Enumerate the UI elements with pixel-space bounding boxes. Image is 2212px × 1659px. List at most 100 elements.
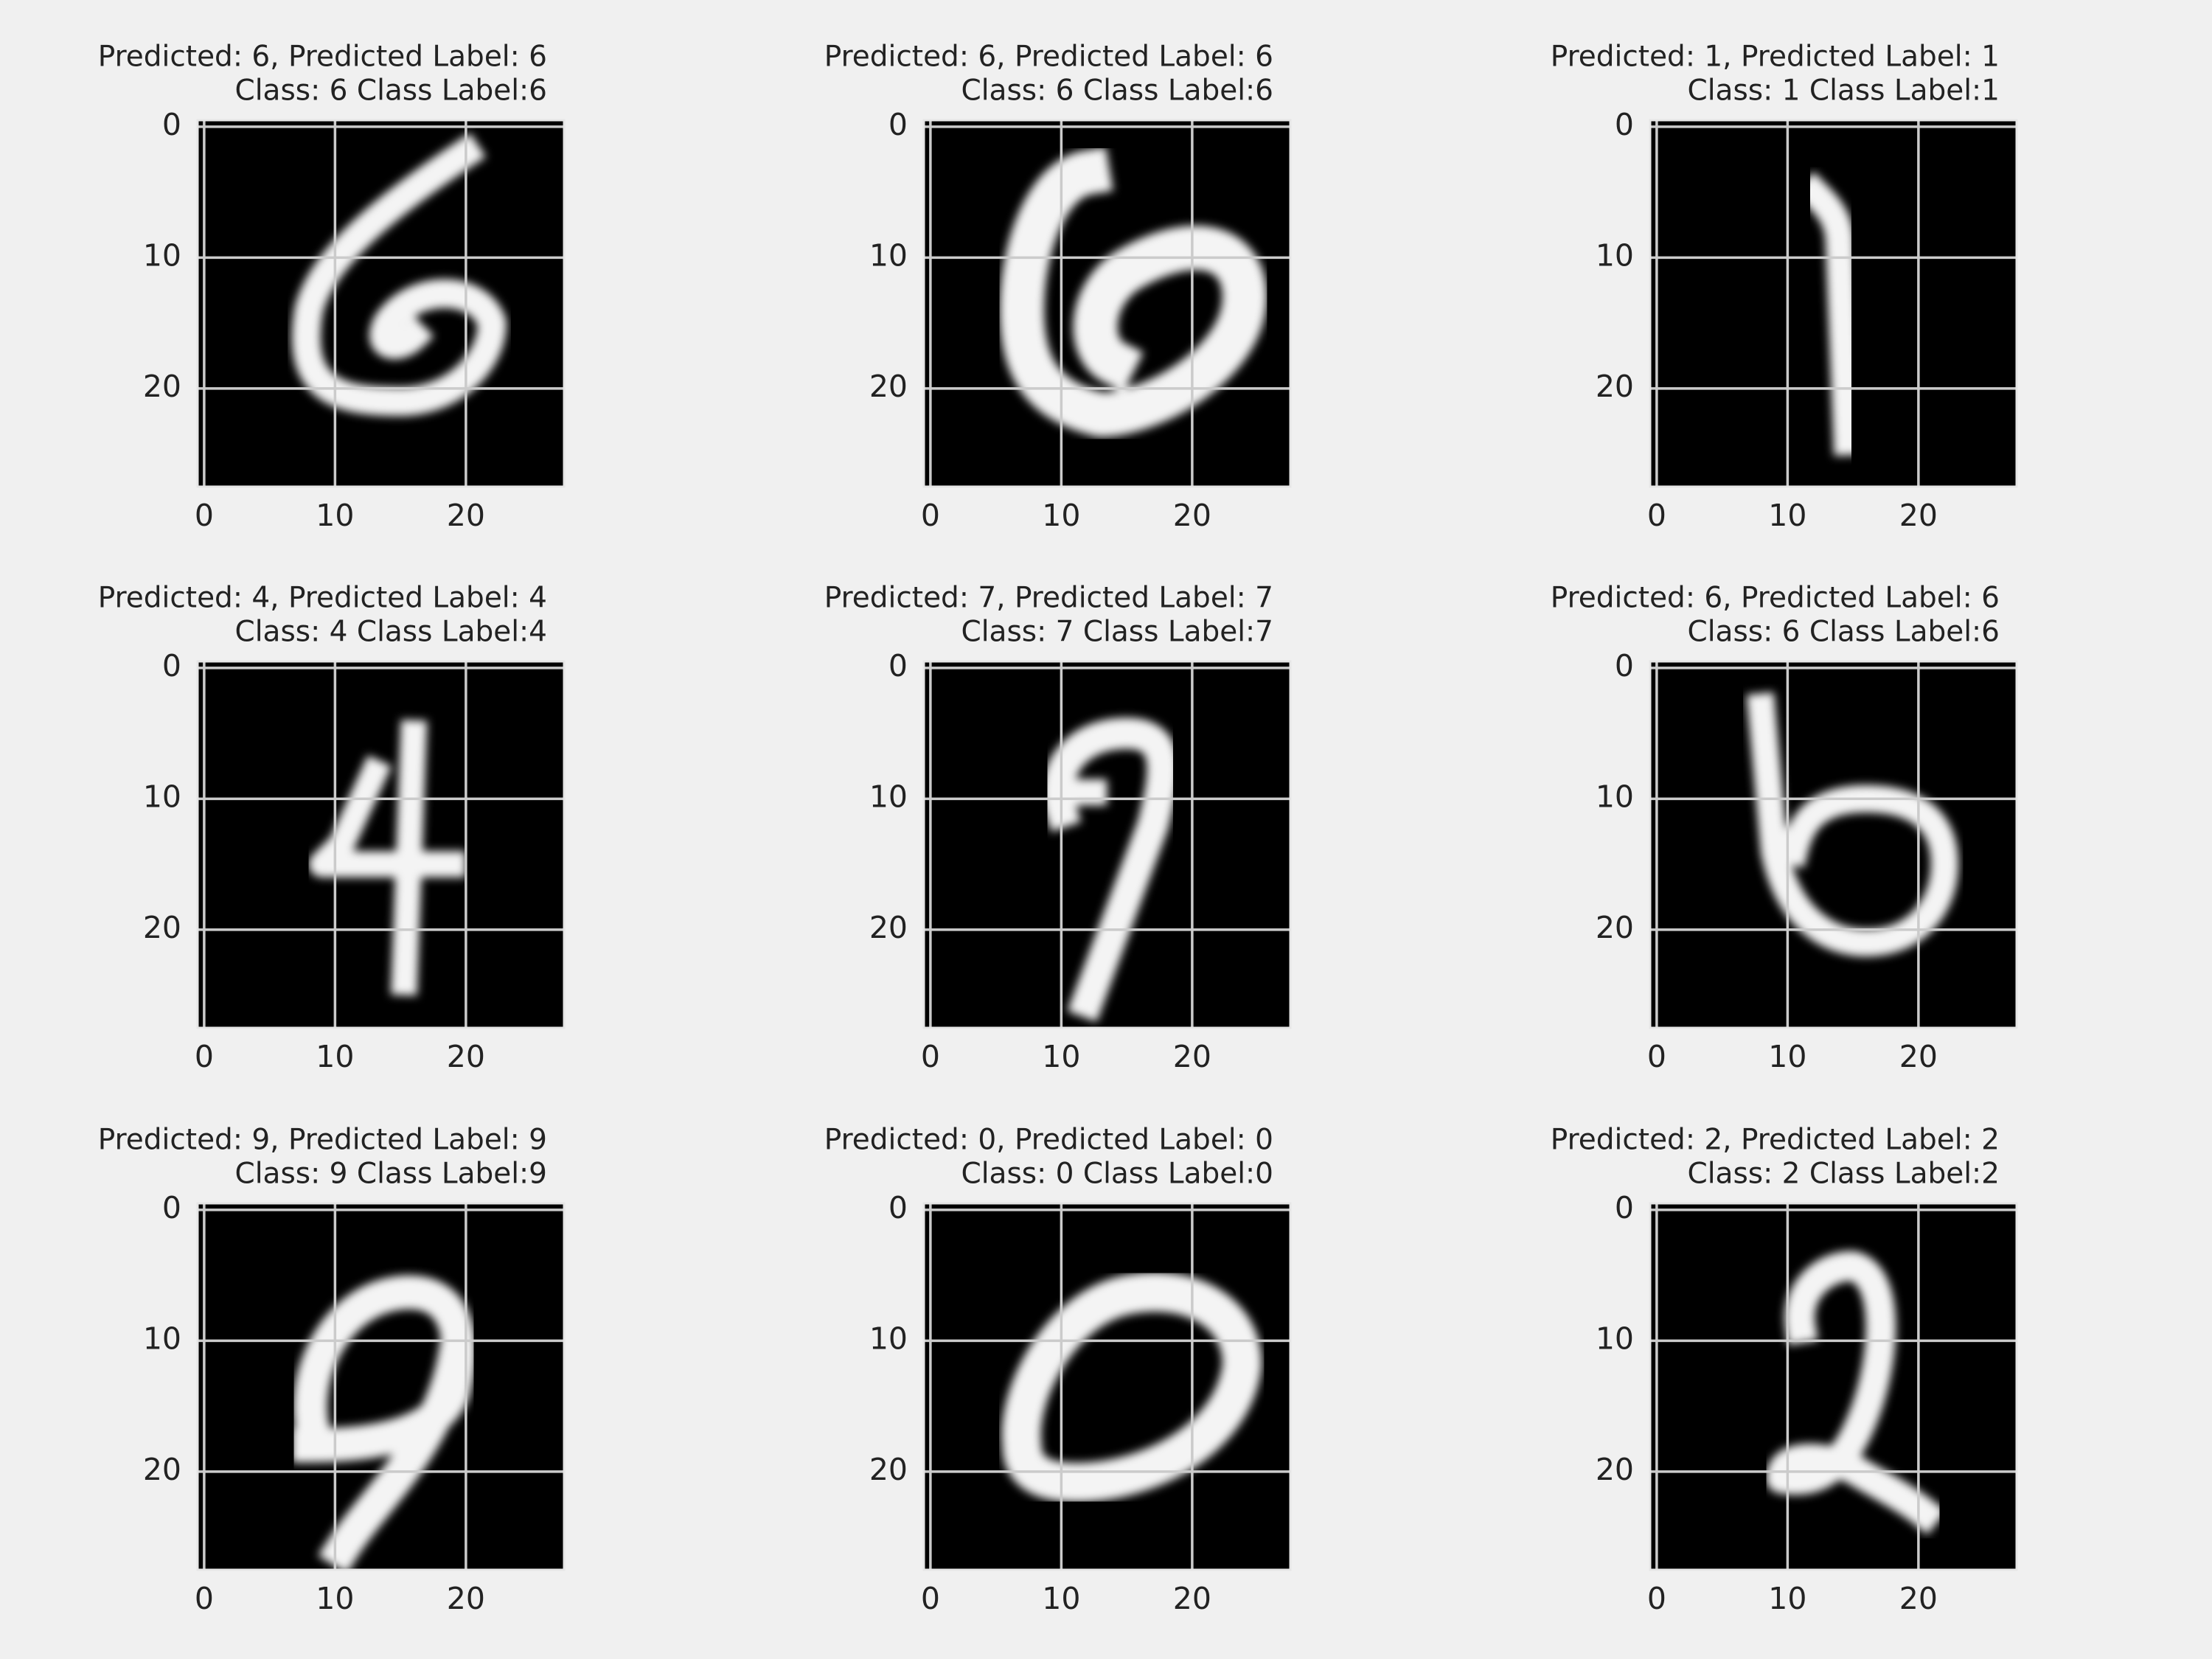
x-tick-label: 0 <box>921 1581 940 1616</box>
digit-stroke <box>318 1334 476 1570</box>
y-tick-label: 20 <box>143 369 181 404</box>
digit-stroke <box>1766 1251 1947 1535</box>
axes-frame <box>922 119 1292 488</box>
x-tick-label: 20 <box>447 1581 485 1616</box>
x-tick-label: 0 <box>1647 1039 1666 1074</box>
x-tick-label: 0 <box>1647 498 1666 533</box>
x-tick-label: 10 <box>1768 1039 1806 1074</box>
y-tick-label: 20 <box>1596 369 1634 404</box>
x-tick-label: 20 <box>1899 498 1938 533</box>
y-tick-label: 20 <box>869 910 908 945</box>
y-tick-label: 0 <box>162 1190 181 1225</box>
x-tick-label: 0 <box>1647 1581 1666 1616</box>
digit <box>1793 172 1863 456</box>
y-tick-label: 10 <box>143 779 181 814</box>
image <box>198 661 564 1028</box>
title-line: Predicted: 9, Predicted Label: 9 <box>98 1124 547 1157</box>
subplot: 0 10 20 0 10 20 Predicted: 2, Predicted Label:… <box>1551 1124 2018 1616</box>
subplot: 0 10 20 0 10 20 Predicted: 6, Predicted Label:… <box>1551 582 2018 1074</box>
digit-stroke <box>308 755 466 877</box>
x-tick-label: 20 <box>1899 1039 1938 1074</box>
digit <box>291 1275 476 1570</box>
x-tick-label: 10 <box>1768 498 1806 533</box>
y-tick-label: 10 <box>143 237 181 273</box>
subplot: 0 10 20 0 10 20 Predicted: 6, Predicted Label:… <box>824 41 1292 533</box>
x-tick-label: 10 <box>1768 1581 1806 1616</box>
digit-stroke <box>291 1275 476 1463</box>
digit-stroke <box>1793 172 1863 456</box>
x-tick-label: 10 <box>1042 1581 1080 1616</box>
axes-frame <box>1649 660 2018 1029</box>
y-tick-label: 20 <box>1596 1452 1634 1487</box>
axes-frame <box>196 660 566 1029</box>
digit <box>308 720 466 996</box>
y-tick-label: 0 <box>888 1190 908 1225</box>
y-tick-label: 0 <box>888 107 908 142</box>
y-tick-label: 20 <box>143 910 181 945</box>
x-tick-label: 20 <box>1899 1581 1938 1616</box>
title-line: Class: 6 Class Label:6 <box>234 74 547 108</box>
y-tick-label: 10 <box>869 237 908 273</box>
digit <box>1766 1251 1947 1535</box>
title-line: Predicted: 0, Predicted Label: 0 <box>824 1124 1273 1157</box>
x-tick-label: 20 <box>1173 1581 1211 1616</box>
y-tick-label: 10 <box>1596 779 1634 814</box>
axes-frame <box>1649 1202 2018 1571</box>
x-tick-label: 10 <box>316 1039 354 1074</box>
title-line: Class: 2 Class Label:2 <box>1687 1158 2000 1191</box>
digit-stroke <box>999 147 1267 437</box>
x-tick-label: 10 <box>1042 1039 1080 1074</box>
x-tick-label: 20 <box>447 498 485 533</box>
x-tick-label: 0 <box>921 498 940 533</box>
digit-stroke <box>291 133 507 417</box>
digit <box>999 147 1267 437</box>
digit-strokes <box>1766 1251 1947 1535</box>
title-line: Class: 6 Class Label:6 <box>961 74 1273 108</box>
y-tick-label: 10 <box>1596 237 1634 273</box>
axes-frame <box>922 1202 1292 1571</box>
title-line: Predicted: 7, Predicted Label: 7 <box>824 582 1273 615</box>
subplot: 0 10 20 0 10 20 Predicted: 4, Predicted Label:… <box>98 582 566 1074</box>
title-line: Predicted: 2, Predicted Label: 2 <box>1551 1124 2000 1157</box>
x-tick-label: 20 <box>447 1039 485 1074</box>
digit-strokes <box>1793 172 1863 456</box>
digit-strokes <box>308 720 466 996</box>
subplot: 0 10 20 0 10 20 Predicted: 0, Predicted Label:… <box>824 1124 1292 1616</box>
y-tick-label: 10 <box>869 1321 908 1356</box>
x-tick-label: 0 <box>195 1581 214 1616</box>
axes-frame <box>922 660 1292 1029</box>
y-tick-label: 10 <box>1596 1321 1634 1356</box>
y-tick-label: 0 <box>1615 648 1634 684</box>
digit-strokes <box>291 1275 476 1570</box>
y-tick-label: 20 <box>869 369 908 404</box>
x-tick-label: 10 <box>316 1581 354 1616</box>
digit-strokes <box>999 147 1267 437</box>
x-tick-label: 0 <box>195 1039 214 1074</box>
title-line: Predicted: 4, Predicted Label: 4 <box>98 582 547 615</box>
title-line: Predicted: 6, Predicted Label: 6 <box>824 41 1273 74</box>
axes-frame <box>196 1202 566 1571</box>
y-tick-label: 0 <box>162 107 181 142</box>
y-tick-label: 20 <box>1596 910 1634 945</box>
digit-strokes <box>291 133 507 417</box>
x-tick-label: 20 <box>1173 498 1211 533</box>
x-tick-label: 0 <box>921 1039 940 1074</box>
title-line: Predicted: 6, Predicted Label: 6 <box>98 41 547 74</box>
x-tick-label: 10 <box>316 498 354 533</box>
title-line: Class: 7 Class Label:7 <box>961 616 1273 649</box>
y-tick-label: 0 <box>888 648 908 684</box>
y-tick-label: 20 <box>869 1452 908 1487</box>
title-line: Class: 1 Class Label:1 <box>1687 74 2000 108</box>
title-line: Class: 4 Class Label:4 <box>234 616 547 649</box>
title-line: Class: 0 Class Label:0 <box>961 1158 1273 1191</box>
digit <box>291 133 507 417</box>
title-line: Predicted: 1, Predicted Label: 1 <box>1551 41 2000 74</box>
subplot: 0 10 20 0 10 20 Predicted: 1, Predicted Label:… <box>1551 41 2018 533</box>
title-line: Class: 9 Class Label:9 <box>234 1158 547 1191</box>
axes-frame <box>1649 119 2018 488</box>
x-tick-label: 20 <box>1173 1039 1211 1074</box>
subplot: 0 10 20 0 10 20 Predicted: 7, Predicted Label:… <box>824 582 1292 1074</box>
y-tick-label: 20 <box>143 1452 181 1487</box>
